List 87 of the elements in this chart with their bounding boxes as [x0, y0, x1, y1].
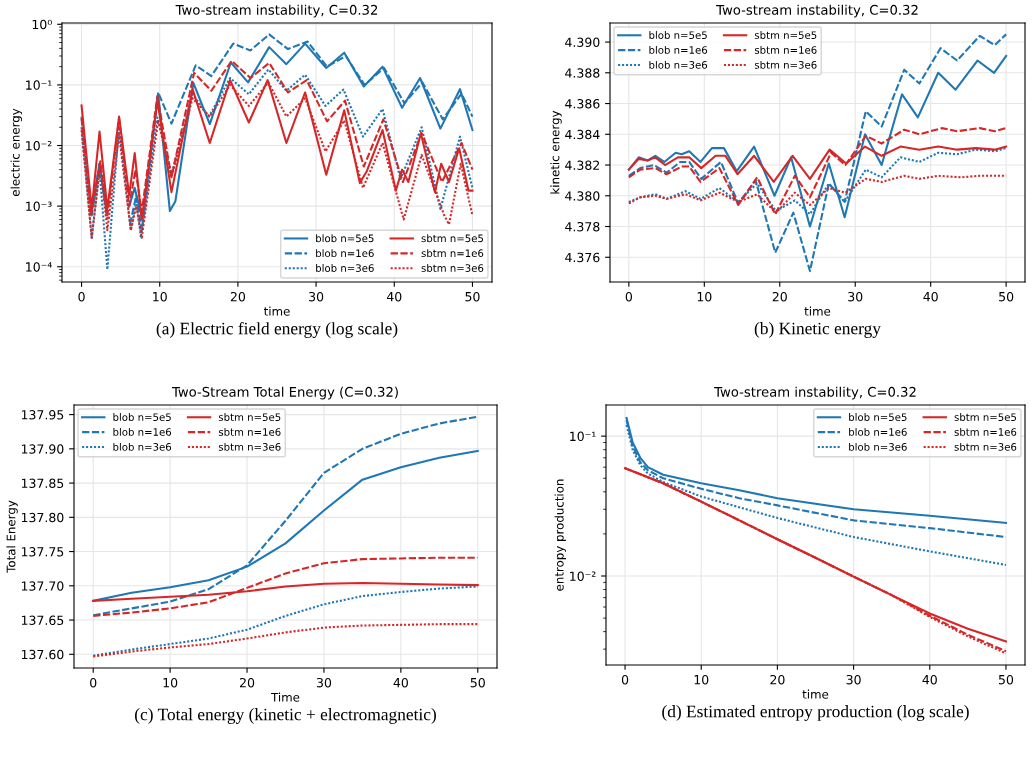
- x-tick-label: 30: [309, 291, 324, 302]
- y-axis-title: electric energy: [10, 108, 22, 197]
- legend-label: sbtm n=1e6: [754, 45, 817, 54]
- y-axis-title: entropy production: [554, 479, 566, 591]
- x-tick-label: 0: [90, 677, 97, 688]
- legend-label: sbtm n=5e5: [421, 234, 483, 243]
- legend-label: blob n=1e6: [316, 249, 374, 258]
- y-tick-label: 137.80: [21, 512, 64, 523]
- x-tick-label: 30: [316, 677, 332, 688]
- x-tick-label: 50: [999, 291, 1014, 302]
- x-tick-label: 30: [848, 291, 863, 302]
- legend-label: sbtm n=5e5: [218, 413, 281, 421]
- y-tick-label: 137.85: [21, 478, 64, 488]
- legend-label: blob n=5e5: [649, 31, 707, 39]
- legend-label: blob n=1e6: [113, 427, 172, 436]
- x-tick-label: 20: [772, 291, 787, 302]
- legend-label: blob n=5e5: [113, 413, 171, 421]
- x-tick-label: 40: [393, 677, 408, 688]
- legend-label: sbtm n=5e5: [754, 31, 817, 39]
- x-axis-title: Time: [271, 692, 300, 702]
- y-tick-label: 137.95: [21, 410, 64, 420]
- y-axis-title: kinetic energy: [550, 110, 562, 194]
- legend-label: sbtm n=1e6: [421, 249, 484, 258]
- chart-title: Two-stream instability, C=0.32: [714, 386, 916, 400]
- legend-label: sbtm n=3e6: [954, 442, 1017, 451]
- text: (b) Kinetic energy: [754, 322, 881, 338]
- legend-label: blob n=3e6: [113, 442, 172, 451]
- chart-title: Two-Stream Total Energy (C=0.32): [171, 386, 398, 400]
- x-tick-label: 0: [621, 674, 629, 685]
- y-tick-label: 4.378: [565, 221, 600, 232]
- legend-label: blob n=1e6: [649, 45, 708, 54]
- y-tick-label: 10⁻¹: [26, 80, 52, 90]
- y-tick-label: 4.386: [565, 99, 600, 109]
- y-tick-label: 10⁻⁴: [26, 262, 52, 272]
- y-tick-label: 137.60: [21, 649, 64, 660]
- y-tick-label: 10⁻³: [26, 201, 52, 212]
- legend-label: blob n=5e5: [316, 234, 374, 243]
- x-axis-title: time: [802, 689, 829, 699]
- legend-label: sbtm n=3e6: [754, 60, 817, 69]
- y-tick-label: 4.388: [565, 68, 600, 78]
- y-tick-label: 4.390: [565, 37, 600, 47]
- x-tick-label: 40: [922, 674, 937, 685]
- chart-title: Two-stream instability, C=0.32: [716, 4, 918, 18]
- x-tick-label: 0: [78, 291, 85, 302]
- y-tick-label: 137.90: [21, 444, 64, 454]
- legend-label: sbtm n=3e6: [421, 264, 484, 272]
- x-axis-title: time: [804, 306, 831, 316]
- legend-label: sbtm n=1e6: [218, 427, 281, 436]
- legend-label: sbtm n=5e5: [954, 413, 1016, 421]
- x-tick-label: 40: [386, 291, 402, 302]
- x-axis-title: time: [263, 306, 290, 316]
- x-tick-label: 10: [694, 674, 709, 685]
- y-tick-label: 137.70: [21, 581, 64, 591]
- legend-label: sbtm n=3e6: [218, 442, 281, 451]
- x-tick-label: 50: [998, 674, 1014, 685]
- y-tick-label: 10⁻²: [26, 140, 52, 151]
- y-tick-label: 4.382: [565, 160, 600, 170]
- legend-label: blob n=5e5: [849, 413, 907, 421]
- text: (a) Electric field energy (log scale): [156, 322, 398, 338]
- x-tick-label: 50: [465, 291, 480, 302]
- x-tick-label: 0: [625, 291, 633, 302]
- legend-label: blob n=3e6: [316, 264, 374, 272]
- y-tick-label: 4.380: [565, 191, 600, 201]
- y-tick-label: 137.75: [21, 547, 64, 557]
- x-tick-label: 20: [230, 291, 246, 302]
- x-tick-label: 20: [770, 674, 785, 685]
- legend-label: blob n=3e6: [649, 60, 708, 69]
- y-tick-label: 4.384: [565, 129, 600, 140]
- x-tick-label: 20: [240, 677, 255, 688]
- legend-label: sbtm n=1e6: [954, 427, 1017, 436]
- y-axis-title: Total Energy: [6, 500, 18, 573]
- chart-title: Two-stream instability, C=0.32: [175, 4, 378, 18]
- y-tick-label: 10⁻²: [570, 571, 596, 581]
- y-tick-label: 137.65: [21, 615, 64, 625]
- x-tick-label: 40: [923, 291, 938, 302]
- x-tick-label: 10: [153, 291, 167, 302]
- x-tick-label: 30: [846, 674, 861, 685]
- x-tick-label: 50: [470, 677, 485, 688]
- y-tick-label: 10⁰: [32, 19, 52, 30]
- y-tick-label: 4.376: [565, 252, 600, 263]
- y-tick-label: 10⁻¹: [570, 431, 596, 442]
- text: (d) Estimated entropy production (log scale): [662, 705, 969, 721]
- legend-label: blob n=1e6: [849, 427, 907, 436]
- x-tick-label: 10: [697, 291, 712, 302]
- x-tick-label: 10: [163, 677, 178, 688]
- text: (c) Total energy (kinetic + electromagnetic): [135, 708, 436, 724]
- legend-label: blob n=3e6: [849, 442, 907, 451]
